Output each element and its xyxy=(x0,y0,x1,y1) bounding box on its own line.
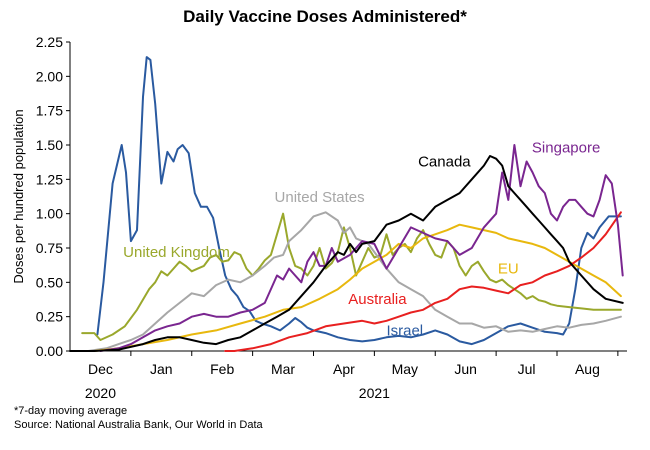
x-tick-label: May xyxy=(392,361,418,377)
series-label-singapore: Singapore xyxy=(532,140,600,157)
y-tick-label: 0.25 xyxy=(36,309,63,325)
y-tick-label: 0.75 xyxy=(36,240,63,256)
y-tick-label: 2.25 xyxy=(36,34,63,50)
series-label-united-states: United States xyxy=(275,189,365,206)
x-tick-label: Jun xyxy=(454,361,477,377)
footnotes: *7-day moving average Source: National A… xyxy=(14,404,263,432)
footnote-text: *7-day moving average xyxy=(14,405,128,417)
x-tick-label: Apr xyxy=(333,361,355,377)
y-tick-label: 1.50 xyxy=(36,137,63,153)
series-line-canada xyxy=(69,155,624,352)
series-label-australia: Australia xyxy=(348,291,407,308)
series-line-singapore xyxy=(99,144,624,352)
y-tick-label: 0.00 xyxy=(36,343,63,359)
y-tick-label: 1.00 xyxy=(36,206,63,222)
y-tick-label: 1.75 xyxy=(36,103,63,119)
x-tick-label: Feb xyxy=(210,361,234,377)
series-label-israel: Israel xyxy=(386,322,423,339)
series-label-united-kingdom: United Kingdom xyxy=(123,244,230,261)
x-year-label: 2020 xyxy=(85,385,116,401)
y-tick-label: 2.00 xyxy=(36,68,63,84)
x-tick-label: Jul xyxy=(518,361,536,377)
y-axis-label: Doses per hundred population xyxy=(11,109,26,283)
x-tick-label: Mar xyxy=(271,361,295,377)
x-tick-label: Jan xyxy=(150,361,173,377)
series-line-united-states xyxy=(87,211,622,352)
series-label-eu: EU xyxy=(498,261,519,278)
series-line-israel xyxy=(96,56,622,346)
series-labels: Israel United Kingdom United States EU Austr… xyxy=(123,140,600,340)
series-line-united-kingdom xyxy=(81,212,622,341)
chart-title: Daily Vaccine Doses Administered* xyxy=(183,7,467,26)
source-text: Source: National Australia Bank, Our Wor… xyxy=(14,419,263,431)
y-tick-label: 1.25 xyxy=(36,171,63,187)
x-tick-label: Aug xyxy=(575,361,600,377)
y-tick-label: 0.50 xyxy=(36,274,63,290)
x-year-label: 2021 xyxy=(359,385,390,401)
axes: 0.00 0.25 0.50 0.75 1.00 1.25 1.50 1.75 2.00 2.25… xyxy=(11,34,627,401)
series-line-eu xyxy=(93,223,622,352)
x-tick-label: Dec xyxy=(88,361,113,377)
series-line-australia xyxy=(224,211,622,352)
series-lines xyxy=(69,56,624,352)
series-label-canada: Canada xyxy=(418,153,471,170)
